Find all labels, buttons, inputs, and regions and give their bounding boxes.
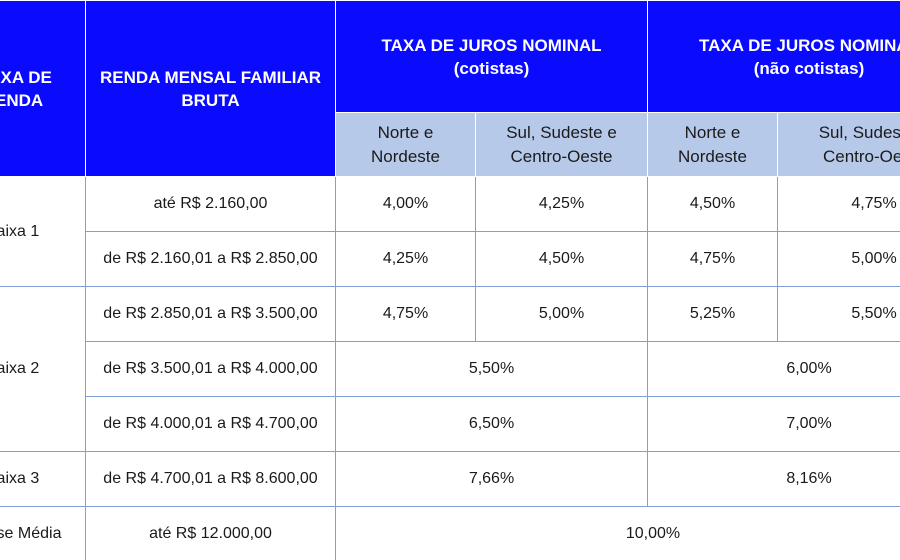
rate-cell: 5,50% — [777, 286, 900, 342]
subheader-nao-cotistas-norte-nordeste: Norte e Nordeste — [647, 112, 778, 177]
rate-cell: 4,25% — [475, 176, 648, 232]
rate-cell: 4,75% — [335, 286, 476, 342]
rate-cell-all: 10,00% — [335, 506, 900, 560]
table-row: de R$ 3.500,01 a R$ 4.000,00 5,50% 6,00% — [0, 341, 900, 397]
subheader-cotistas-sul-sudeste: Sul, Sudeste e Centro-Oeste — [475, 112, 648, 177]
table-row: de R$ 2.160,01 a R$ 2.850,00 4,25% 4,50%… — [0, 231, 900, 287]
renda-cell: até R$ 2.160,00 — [85, 176, 336, 232]
classe-media-cell: Classe Média — [0, 506, 86, 560]
header-faixa-de-renda: FAIXA DERENDA — [0, 0, 86, 177]
header-taxa-nao-cotistas: TAXA DE JUROS NOMINAL (não cotistas) — [647, 0, 900, 113]
table-row: Faixa 2 de R$ 2.850,01 a R$ 3.500,00 4,7… — [0, 286, 900, 452]
rate-cell: 4,75% — [647, 231, 778, 287]
table-row: Faixa 1 até R$ 2.160,00 4,00% 4,25% 4,50… — [0, 176, 900, 287]
table-row: Classe Média até R$ 12.000,00 10,00% — [0, 506, 900, 560]
subheader-cotistas-norte-nordeste: Norte e Nordeste — [335, 112, 476, 177]
table-row: Faixa 3 de R$ 4.700,01 a R$ 8.600,00 7,6… — [0, 451, 900, 507]
rate-cell-nao-cotistas: 7,00% — [647, 396, 900, 452]
renda-cell: de R$ 4.000,01 a R$ 4.700,00 — [85, 396, 336, 452]
rate-cell-cotistas: 6,50% — [335, 396, 648, 452]
rate-cell: 4,75% — [777, 176, 900, 232]
rate-cell: 4,50% — [475, 231, 648, 287]
renda-cell: de R$ 2.850,01 a R$ 3.500,00 — [85, 286, 336, 342]
rate-cell: 5,00% — [777, 231, 900, 287]
rate-cell: 5,25% — [647, 286, 778, 342]
header-renda-mensal: RENDA MENSAL FAMILIAR BRUTA — [85, 0, 336, 177]
renda-cell: de R$ 4.700,01 a R$ 8.600,00 — [85, 451, 336, 507]
faixa-3-cell: Faixa 3 — [0, 451, 86, 507]
rate-cell-cotistas: 7,66% — [335, 451, 648, 507]
rate-cell: 4,25% — [335, 231, 476, 287]
rate-cell: 4,50% — [647, 176, 778, 232]
rate-cell-cotistas: 5,50% — [335, 341, 648, 397]
rate-cell: 5,00% — [475, 286, 648, 342]
renda-cell: até R$ 12.000,00 — [85, 506, 336, 560]
rate-cell-nao-cotistas: 8,16% — [647, 451, 900, 507]
faixa-2-cell: Faixa 2 — [0, 286, 86, 452]
rate-cell-nao-cotistas: 6,00% — [647, 341, 900, 397]
faixa-1-cell: Faixa 1 — [0, 176, 86, 287]
renda-cell: de R$ 3.500,01 a R$ 4.000,00 — [85, 341, 336, 397]
rate-cell: 4,00% — [335, 176, 476, 232]
renda-cell: de R$ 2.160,01 a R$ 2.850,00 — [85, 231, 336, 287]
table-row: de R$ 4.000,01 a R$ 4.700,00 6,50% 7,00% — [0, 396, 900, 452]
header-taxa-cotistas: TAXA DE JUROS NOMINAL (cotistas) — [335, 0, 648, 113]
